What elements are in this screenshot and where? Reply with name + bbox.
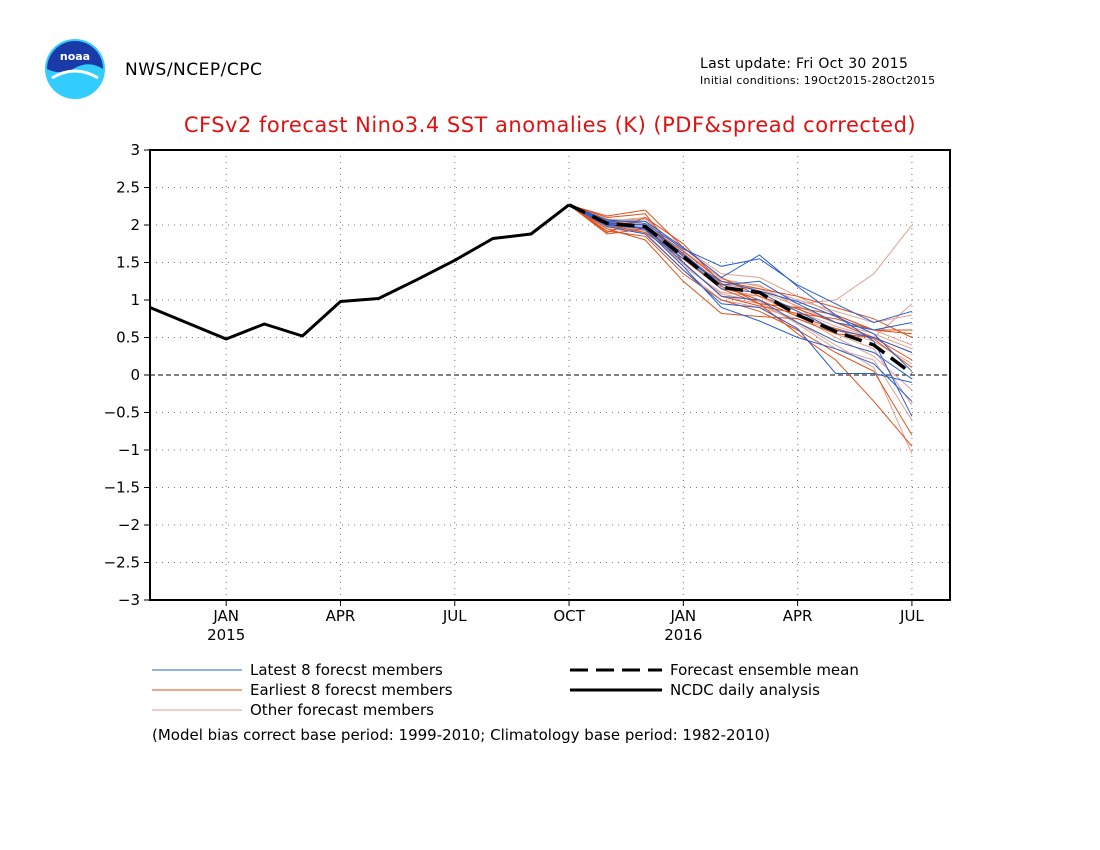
legend-mean-label: Forecast ensemble mean [670,661,859,679]
earliest-member-line [568,204,913,436]
earliest-member-line [568,204,913,353]
x-tick-label: OCT [553,607,585,625]
earliest-member-line [568,204,912,331]
y-tick-label: −2.5 [104,554,140,572]
x-tick-label: JAN [212,607,239,625]
x-tick-year-label: 2016 [664,626,702,644]
y-tick-label: −0.5 [104,404,140,422]
latest-member-line [568,204,913,383]
y-axis-ticks: 3 2.5 2 1.5 1 0.5 0 −0.5 −1 −1.5 −2 −2.5 −3 [104,141,150,609]
y-tick-label: 0 [130,366,140,384]
earliest-member-line [568,204,913,447]
y-tick-label: −1 [118,441,140,459]
main-lines-layer [149,203,913,375]
svg-text:noaa: noaa [60,50,90,63]
footnote: (Model bias correct base period: 1999-20… [152,726,770,744]
organization-label: NWS/NCEP/CPC [125,60,263,80]
y-tick-label: 3 [130,141,140,159]
other-members-layer [568,204,913,454]
legend-earliest-label: Earliest 8 forecst members [250,681,453,699]
y-tick-label: 1.5 [116,254,140,272]
x-tick-year-label: 2015 [207,626,245,644]
latest-member-line [568,204,913,380]
noaa-logo: noaa [45,39,105,99]
legend-other-label: Other forecast members [250,701,434,719]
legend-analysis-label: NCDC daily analysis [670,681,820,699]
y-tick-label: −1.5 [104,479,140,497]
legend: Latest 8 forecst members Earliest 8 fore… [152,661,859,744]
ensemble-mean-line [568,203,913,375]
analysis-line [149,203,570,341]
initial-conditions-label: Initial conditions: 19Oct2015-28Oct2015 [700,74,936,87]
x-tick-label: APR [783,607,813,625]
latest-member-line [568,204,913,402]
y-tick-label: 1 [130,291,140,309]
y-tick-label: 2 [130,216,140,234]
earliest-member-line [568,204,912,335]
legend-latest-label: Latest 8 forecst members [250,661,443,679]
plot-frame [149,149,951,601]
chart-title: CFSv2 forecast Nino3.4 SST anomalies (K)… [183,113,917,137]
other-member-line [568,204,913,454]
y-tick-label: 0.5 [116,329,140,347]
y-tick-label: 2.5 [116,179,140,197]
x-tick-label: JUL [899,607,924,625]
earliest-member-line [568,204,913,361]
x-tick-label: JAN [670,607,697,625]
latest-member-line [568,204,913,417]
latest-members-layer [568,204,913,417]
x-tick-label: JUL [442,607,467,625]
other-member-line [568,204,913,421]
other-member-line [568,204,913,406]
latest-member-line [568,204,913,372]
y-tick-label: −2 [118,516,140,534]
last-update-label: Last update: Fri Oct 30 2015 [700,56,909,72]
y-tick-label: −3 [118,591,140,609]
earliest-members-layer [568,204,913,447]
grid-layer [150,150,950,600]
x-tick-label: APR [326,607,356,625]
